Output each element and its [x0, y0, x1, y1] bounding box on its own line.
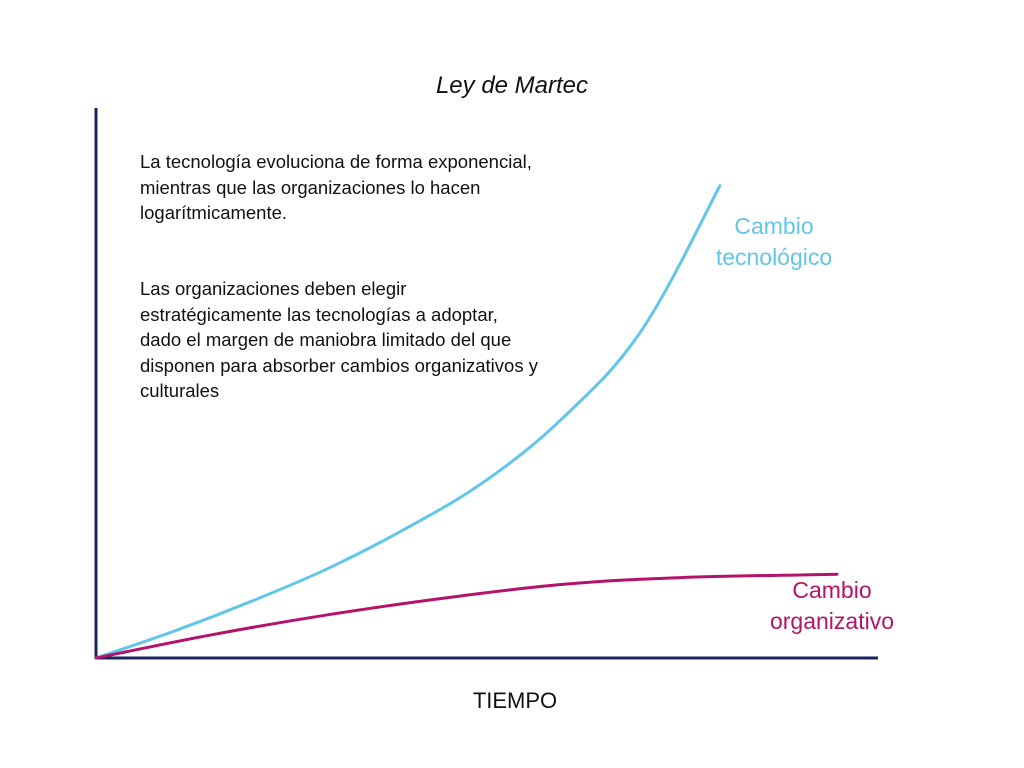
chart-series — [94, 184, 839, 660]
chart-axes — [94, 108, 878, 660]
technological-change-label: Cambio tecnológico — [715, 213, 833, 270]
description-paragraph-2: Las organizaciones deben elegir estratég… — [140, 278, 538, 401]
organizational-change-curve — [94, 572, 839, 660]
description-paragraph-1: La tecnología evoluciona de forma expone… — [140, 151, 532, 223]
diagram-title: Ley de Martec — [435, 72, 589, 99]
x-axis-label: TIEMPO — [472, 688, 558, 713]
organizational-change-label: Cambio organizativo — [769, 577, 895, 634]
technological-change-curve — [94, 184, 722, 660]
